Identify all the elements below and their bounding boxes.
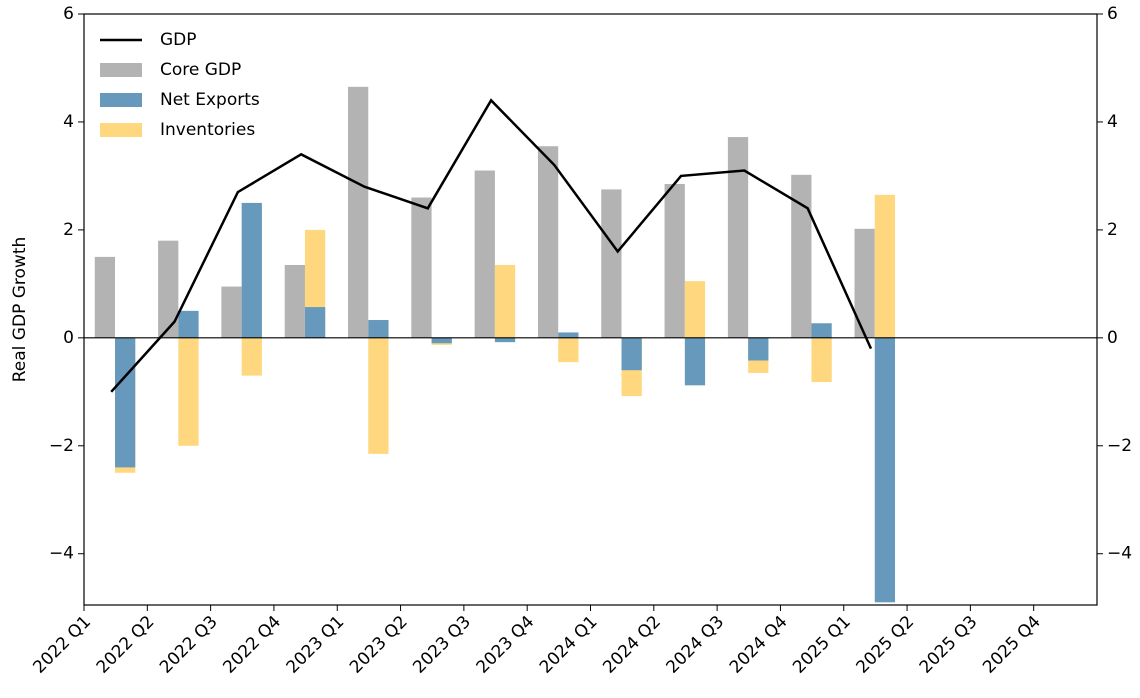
bar xyxy=(474,170,495,338)
bar xyxy=(284,264,305,338)
legend-label: GDP xyxy=(160,30,197,50)
bar xyxy=(494,264,516,338)
y2-tick-label: −4 xyxy=(1107,544,1132,564)
legend-label: Core GDP xyxy=(160,60,241,80)
bar xyxy=(115,337,136,468)
y-tick-label: 2 xyxy=(63,220,74,240)
y-tick-label: 6 xyxy=(63,4,74,24)
bar xyxy=(241,202,262,338)
x-tick-label: 2025 Q4 xyxy=(979,612,1045,678)
bar xyxy=(178,337,199,446)
y-tick-label: −4 xyxy=(49,544,74,564)
bar xyxy=(241,337,262,376)
bar xyxy=(494,337,516,343)
y2-tick-label: 4 xyxy=(1107,112,1118,132)
x-tick-label: 2024 Q1 xyxy=(536,612,602,678)
x-tick-label: 2024 Q2 xyxy=(599,612,665,678)
bar xyxy=(748,337,769,361)
bar xyxy=(178,310,199,338)
bar xyxy=(221,286,242,338)
y2-tick-label: 2 xyxy=(1107,220,1118,240)
x-tick-label: 2023 Q1 xyxy=(283,612,349,678)
bar xyxy=(874,337,896,603)
x-tick-label: 2024 Q3 xyxy=(663,612,729,678)
x-tick-label: 2023 Q3 xyxy=(409,612,475,678)
bar xyxy=(348,86,369,338)
bar xyxy=(411,197,432,338)
bar xyxy=(304,307,326,338)
legend-swatch xyxy=(100,93,142,107)
bar xyxy=(684,337,706,386)
bar xyxy=(664,184,685,338)
y-tick-label: −2 xyxy=(49,436,74,456)
bar xyxy=(601,189,622,338)
x-tick-label: 2022 Q2 xyxy=(93,612,159,678)
y-axis-label: Real GDP Growth xyxy=(10,237,30,383)
x-tick-label: 2024 Q4 xyxy=(726,612,792,678)
y2-tick-label: 6 xyxy=(1107,4,1118,24)
bar xyxy=(558,337,579,363)
bar xyxy=(537,146,559,338)
y-tick-label: 4 xyxy=(63,112,74,132)
bar xyxy=(158,240,179,338)
bar xyxy=(727,137,749,338)
bar xyxy=(368,337,389,454)
x-tick-label: 2022 Q4 xyxy=(219,612,285,678)
x-tick-label: 2023 Q2 xyxy=(346,612,412,678)
bar xyxy=(811,323,832,338)
y2-tick-label: −2 xyxy=(1107,436,1132,456)
y-tick-label: 0 xyxy=(63,328,74,348)
bar xyxy=(94,256,116,338)
bar xyxy=(558,332,579,338)
x-tick-label: 2025 Q1 xyxy=(789,612,855,678)
x-tick-label: 2023 Q4 xyxy=(473,612,539,678)
x-tick-label: 2022 Q1 xyxy=(29,612,95,678)
bar xyxy=(874,194,896,338)
bar xyxy=(811,337,832,383)
bar xyxy=(854,228,875,338)
legend-swatch xyxy=(100,123,142,137)
gdp-line xyxy=(110,98,873,393)
x-tick-label: 2025 Q2 xyxy=(852,612,918,678)
x-tick-label: 2022 Q3 xyxy=(156,612,222,678)
legend-swatch xyxy=(100,63,142,77)
legend-label: Net Exports xyxy=(160,90,260,110)
x-tick-label: 2025 Q3 xyxy=(916,612,982,678)
bar xyxy=(684,281,706,338)
legend-label: Inventories xyxy=(160,120,255,140)
bar xyxy=(621,337,642,371)
bar xyxy=(431,337,452,344)
bar xyxy=(791,174,812,338)
y2-tick-label: 0 xyxy=(1107,328,1118,348)
bar xyxy=(368,320,389,338)
